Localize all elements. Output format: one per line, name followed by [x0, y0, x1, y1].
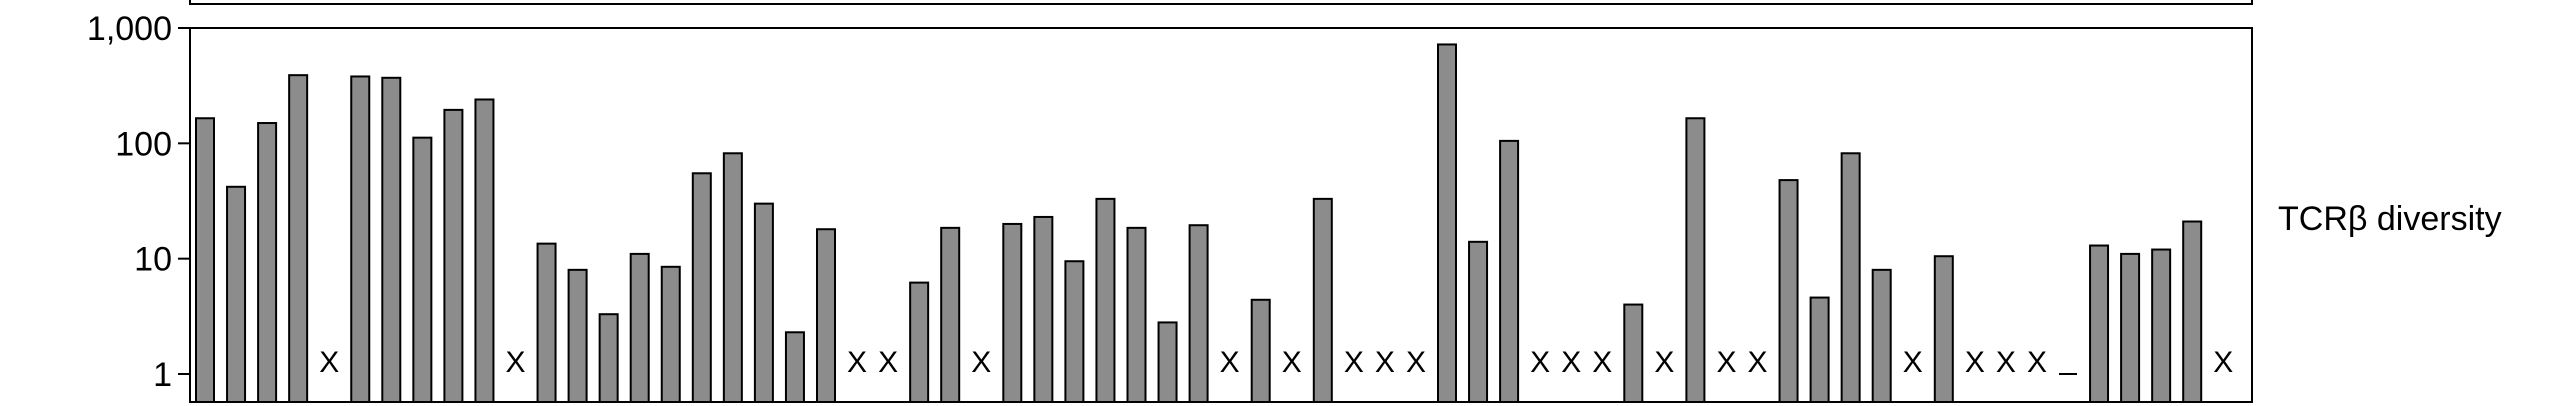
bar [1250, 298, 1271, 403]
y-tick-label: 1,000 [87, 10, 172, 48]
y-axis-label: TCRβ diversity [2278, 200, 2502, 238]
missing-marker: X [1406, 346, 1426, 379]
missing-marker: X [505, 346, 525, 379]
bar [1437, 43, 1457, 404]
bar [629, 252, 650, 403]
y-tick-label: 1 [153, 356, 172, 394]
missing-marker: X [878, 346, 898, 379]
upper-panel-border [189, 0, 2253, 5]
missing-marker: X [1996, 346, 2016, 379]
missing-marker: X [1747, 346, 1767, 379]
bar [1157, 321, 1178, 403]
missing-marker: X [847, 346, 867, 379]
missing-marker: X [1282, 346, 1302, 379]
bar [443, 108, 464, 404]
bar [1002, 222, 1023, 403]
bar [909, 281, 930, 404]
bar [412, 136, 433, 403]
y-tick-label: 100 [115, 125, 172, 163]
bar [784, 331, 805, 404]
bar [1126, 226, 1147, 403]
bar [2089, 244, 2110, 403]
bar [1064, 260, 1085, 403]
bar [660, 265, 681, 403]
y-axis: 1 10 100 1,000 [87, 10, 190, 394]
bar [753, 202, 774, 403]
missing-marker: X [1530, 346, 1550, 379]
bar [195, 117, 215, 403]
bar [2151, 248, 2172, 403]
bar [1933, 255, 1954, 403]
bar [1871, 268, 1892, 403]
plot-frame [189, 27, 2253, 403]
missing-marker: X [1716, 346, 1736, 379]
bar [1623, 303, 1644, 403]
bar [1095, 197, 1116, 403]
bar [2182, 220, 2203, 403]
bar [350, 75, 371, 403]
bar [257, 122, 278, 403]
bar [474, 98, 495, 403]
bar [940, 226, 961, 403]
bar [536, 242, 557, 403]
missing-marker: X [1220, 346, 1240, 379]
missing-marker: X [1592, 346, 1612, 379]
bar [1499, 139, 1520, 403]
bar [567, 268, 588, 403]
y-tick-label: 10 [134, 241, 172, 279]
missing-marker: X [1654, 346, 1674, 379]
missing-marker: X [1561, 346, 1581, 379]
missing-marker: X [1965, 346, 1985, 379]
missing-marker: X [1344, 346, 1364, 379]
bar [226, 185, 247, 403]
bar [816, 228, 836, 403]
bar [288, 74, 309, 403]
bar [1312, 197, 1333, 403]
bar [1468, 240, 1489, 403]
bar [1840, 152, 1861, 403]
missing-marker: X [1903, 346, 1923, 379]
bar [2120, 252, 2141, 403]
bar [598, 313, 619, 403]
missing-marker: X [2027, 346, 2047, 379]
bar [1778, 179, 1799, 403]
bar [691, 172, 712, 403]
bar [1685, 117, 1706, 403]
missing-marker: X [971, 346, 991, 379]
bar [1809, 296, 1830, 403]
bar [381, 76, 402, 404]
missing-marker: X [319, 346, 339, 379]
missing-marker: X [1375, 346, 1395, 379]
missing-marker: X [2213, 346, 2233, 379]
bar [1033, 215, 1054, 403]
bar [722, 152, 743, 403]
bar [1188, 224, 1209, 403]
